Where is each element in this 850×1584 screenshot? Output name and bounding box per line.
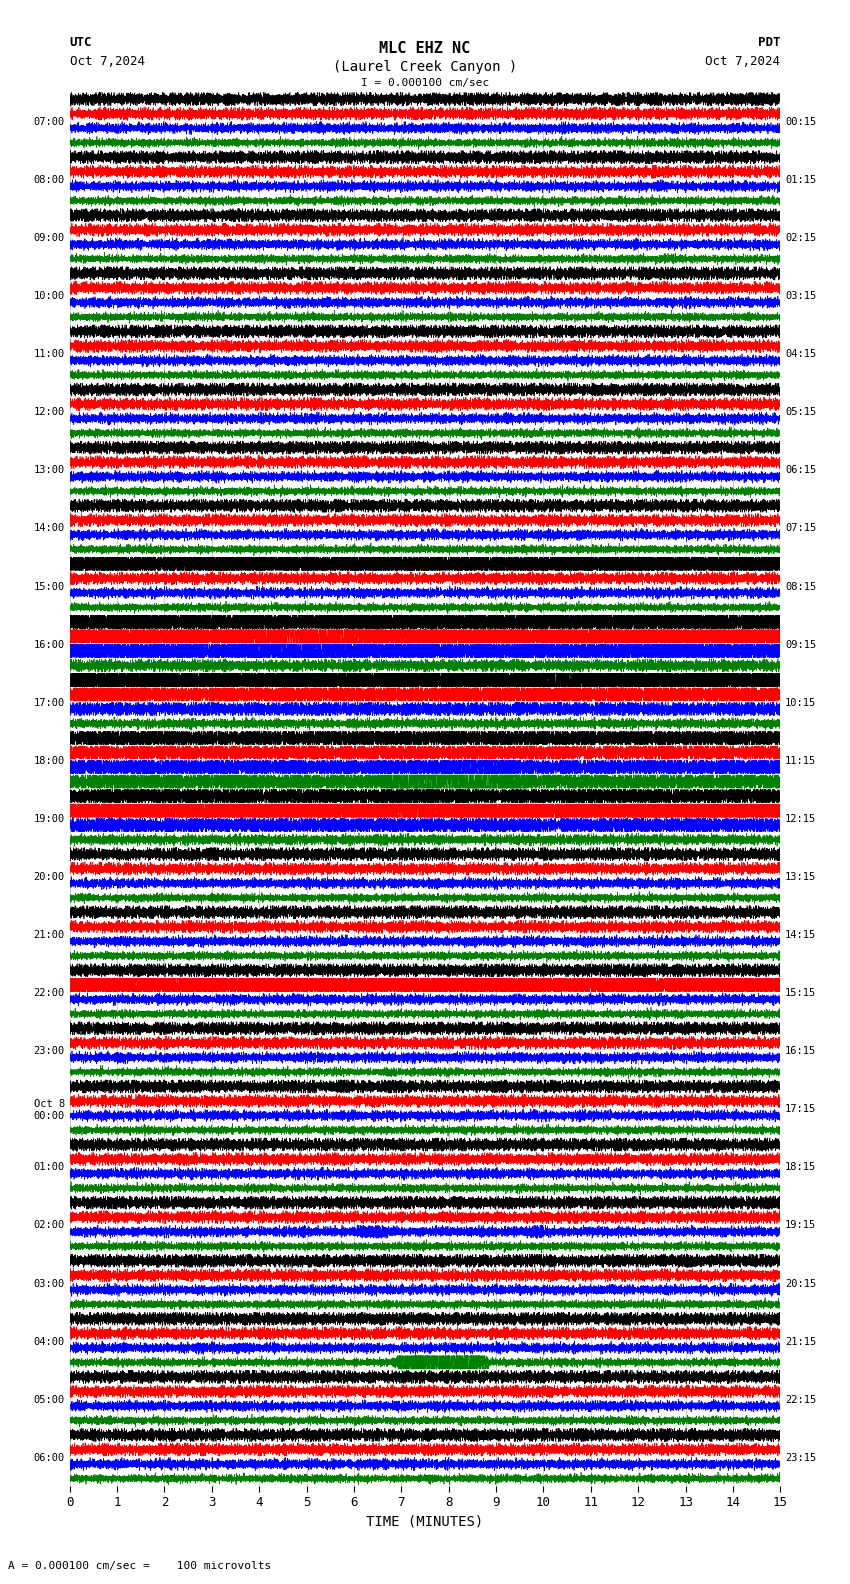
Text: UTC: UTC (70, 36, 92, 49)
Text: (Laurel Creek Canyon ): (Laurel Creek Canyon ) (333, 60, 517, 74)
Text: MLC EHZ NC: MLC EHZ NC (379, 41, 471, 55)
Text: PDT: PDT (758, 36, 780, 49)
Text: Oct 7,2024: Oct 7,2024 (706, 55, 780, 68)
Text: Oct 7,2024: Oct 7,2024 (70, 55, 144, 68)
Text: I = 0.000100 cm/sec: I = 0.000100 cm/sec (361, 78, 489, 87)
X-axis label: TIME (MINUTES): TIME (MINUTES) (366, 1514, 484, 1529)
Text: A = 0.000100 cm/sec =    100 microvolts: A = 0.000100 cm/sec = 100 microvolts (8, 1562, 272, 1571)
